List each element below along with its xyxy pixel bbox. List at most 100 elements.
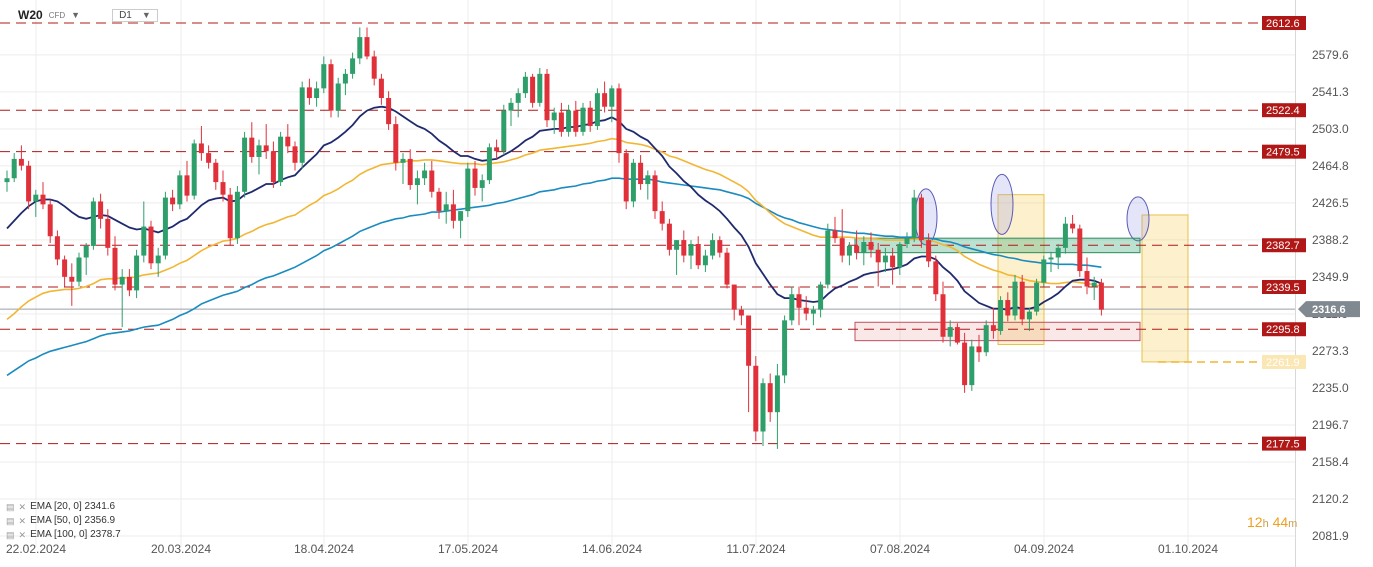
candle [400, 153, 406, 185]
candle [810, 305, 816, 326]
candle-body [659, 211, 665, 224]
candle-body [450, 204, 456, 221]
candle [407, 149, 413, 190]
candle-body [436, 191, 442, 212]
settings-icon[interactable]: ▤ [6, 502, 15, 512]
candle [890, 247, 896, 285]
candle-body [1077, 228, 1083, 272]
candle-body [983, 325, 989, 353]
candle-body [515, 93, 521, 103]
candle [26, 160, 32, 210]
candle-body [342, 73, 348, 84]
x-tick-label: 18.04.2024 [294, 542, 354, 556]
candle [782, 315, 788, 384]
candle-body [206, 153, 212, 163]
y-tick-label: 2196.7 [1312, 418, 1349, 432]
candle [472, 160, 478, 196]
candle-body [530, 76, 536, 103]
candle-body [378, 78, 384, 99]
y-tick-label: 2503.0 [1312, 122, 1349, 136]
close-icon[interactable]: ✕ [18, 502, 27, 512]
y-tick-label: 2426.5 [1312, 196, 1349, 210]
candle [738, 305, 744, 326]
candle-body [249, 137, 255, 157]
candle [1034, 278, 1040, 316]
candle [861, 236, 867, 266]
candle-body [285, 136, 291, 147]
candle-body [465, 168, 471, 212]
candle [141, 201, 147, 263]
x-tick-label: 01.10.2024 [1158, 542, 1218, 556]
candle [256, 139, 262, 175]
analysis-box [997, 194, 1045, 346]
chart-header: W20 CFD ▼ D1 ▼ [18, 8, 158, 22]
candle-body [587, 107, 593, 127]
candle [321, 56, 327, 94]
close-icon[interactable]: ✕ [18, 516, 27, 526]
candle-countdown: 12h 44m [1247, 514, 1297, 530]
timeframe-dropdown-icon[interactable]: ▼ [141, 10, 151, 20]
symbol-dropdown-icon[interactable]: ▼ [71, 10, 81, 20]
candle [18, 145, 24, 171]
timeframe-select[interactable]: D1 ▼ [112, 8, 158, 22]
candle [746, 315, 752, 413]
candle [414, 170, 420, 205]
instrument-type-label: CFD [48, 10, 66, 20]
candle [1062, 216, 1068, 254]
candle [342, 69, 348, 96]
candle [983, 320, 989, 357]
candle-body [198, 143, 204, 154]
settings-icon[interactable]: ▤ [6, 530, 15, 540]
candle-body [4, 178, 10, 183]
candle [630, 158, 636, 208]
candle-body [62, 259, 68, 277]
candle [83, 243, 89, 275]
candle-body [26, 165, 32, 202]
candle-body [947, 327, 953, 337]
candle-body [731, 284, 737, 310]
candle [1026, 307, 1032, 331]
candle [1055, 243, 1061, 270]
close-icon[interactable]: ✕ [18, 530, 27, 540]
candle [731, 284, 737, 321]
candle-body [666, 223, 672, 250]
candles [4, 27, 1104, 449]
candle-body [386, 98, 392, 125]
candle-body [306, 87, 312, 99]
candle [602, 81, 608, 113]
analysis-box [1141, 214, 1189, 363]
candle-body [407, 158, 413, 186]
candle [1048, 251, 1054, 273]
candle-body [789, 294, 795, 321]
legend-item-ema100[interactable]: ▤ ✕ EMA [100, 0] 2378.7 [6, 528, 121, 542]
candle [918, 193, 924, 248]
candle-body [263, 145, 269, 152]
x-axis: 22.02.2024 20.03.2024 18.04.2024 17.05.2024… [6, 542, 1218, 556]
candle-body [839, 238, 845, 256]
candle [177, 170, 183, 210]
candle [854, 230, 860, 260]
countdown-minutes-unit: m [1288, 518, 1298, 530]
candle-body [40, 194, 46, 205]
candle-body [695, 243, 701, 266]
candle-body [69, 276, 75, 282]
level-tag-label: 2522.4 [1266, 105, 1300, 117]
candle-body [213, 162, 219, 183]
candle [623, 149, 629, 210]
candle-body [191, 143, 197, 196]
candle-body [11, 158, 17, 179]
settings-icon[interactable]: ▤ [6, 516, 15, 526]
candle [933, 255, 939, 302]
candle [558, 102, 564, 137]
candle [551, 107, 557, 134]
candle-body [746, 315, 752, 366]
legend-item-ema20[interactable]: ▤ ✕ EMA [20, 0] 2341.6 [6, 500, 121, 514]
x-tick-label: 11.07.2024 [726, 542, 785, 556]
candle [717, 236, 723, 258]
legend-item-ema50[interactable]: ▤ ✕ EMA [50, 0] 2356.9 [6, 514, 121, 528]
symbol-label[interactable]: W20 [18, 8, 43, 22]
candle-body [681, 240, 687, 256]
y-tick-label: 2541.3 [1312, 85, 1349, 99]
countdown-hours-unit: h [1262, 518, 1269, 530]
